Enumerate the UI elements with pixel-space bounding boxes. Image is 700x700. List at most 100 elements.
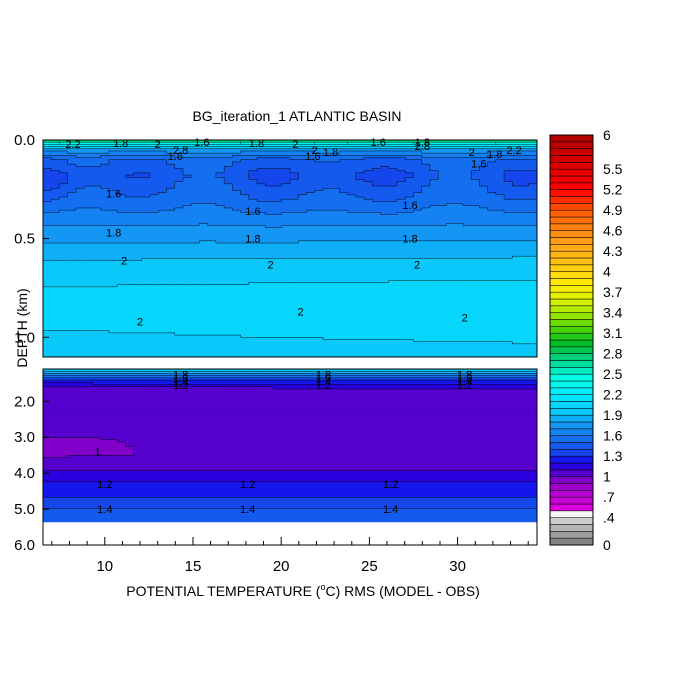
upper-y-axis: 0.0 0.5 1.0 (14, 132, 49, 346)
upper-fill-cell (174, 332, 537, 336)
upper-fill-cell (43, 337, 324, 341)
upper-contour-lines (43, 141, 537, 345)
upper-contour-label: 2 (121, 255, 127, 267)
upper-fill-cell (158, 192, 242, 196)
colorbar-box (549, 148, 594, 156)
upper-fill-cell (43, 199, 52, 202)
upper-fill-cell (43, 253, 537, 257)
upper-fill-cell (43, 306, 537, 310)
upper-fill-cell (43, 321, 537, 325)
upper-fill-cell (487, 188, 537, 192)
upper-fill-cell (397, 181, 431, 185)
colorbar-box (549, 312, 594, 320)
upper-contour-label: 2.8 (173, 145, 188, 157)
upper-fill-cell (43, 346, 537, 349)
upper-fill-cell (43, 315, 537, 319)
lower-fill-cell (43, 402, 537, 405)
upper-fill-cell (240, 210, 308, 213)
upper-fill-cell (43, 317, 537, 321)
lower-fill-cell (43, 371, 537, 375)
upper-fill-cell (355, 177, 406, 181)
upper-contour-label: 1.6 (402, 200, 417, 212)
upper-fill-cell (43, 300, 537, 303)
upper-fill-cell (462, 223, 537, 227)
upper-fill-cell (43, 146, 537, 150)
colorbar-box (549, 271, 594, 279)
upper-fill-cell (59, 210, 118, 213)
upper-fill-cell (108, 188, 168, 192)
colorbar-label: 1 (603, 469, 611, 485)
upper-fill-cell (182, 205, 225, 209)
upper-fill-cell (215, 175, 250, 178)
upper-fill-cell (429, 164, 489, 167)
upper-fill-cell (512, 181, 537, 185)
upper-contour-label: 1.6 (471, 159, 486, 171)
chart-title: BG_iteration_1 ATLANTIC BASIN (192, 108, 401, 124)
lower-contour-label: 1.8 (173, 369, 188, 381)
upper-fill-cell (43, 190, 77, 194)
colorbar-box (549, 141, 594, 149)
upper-fill-cell (224, 181, 258, 185)
upper-fill-cell (240, 335, 537, 338)
upper-fill-cell (59, 142, 118, 145)
upper-fill-cell (43, 324, 537, 327)
colorbar-box (549, 401, 594, 409)
upper-fill-cell (504, 175, 537, 178)
upper-fill-cell (43, 313, 537, 316)
upper-fill-cell (100, 155, 176, 159)
lower-fill-cell (43, 422, 537, 425)
upper-fill-cell (504, 210, 537, 213)
upper-fill-cell (471, 172, 505, 176)
upper-fill-cell (174, 166, 225, 170)
upper-fill-cell (504, 179, 537, 183)
upper-fill-cell (355, 172, 415, 176)
upper-fill-cell (43, 232, 537, 235)
upper-fill-cell (43, 175, 69, 178)
upper-fill-cell (240, 192, 308, 196)
upper-fill-cell (298, 175, 357, 178)
upper-fill-cell (429, 181, 480, 185)
upper-y-tick-label: 0.5 (14, 231, 35, 248)
upper-fill-cell (43, 326, 537, 330)
upper-fill-cell (322, 188, 340, 192)
upper-fill-cell (380, 166, 390, 170)
upper-fill-cell (43, 225, 266, 229)
upper-fill-cell (166, 159, 242, 163)
upper-fill-cell (174, 183, 233, 187)
upper-fill-cell (174, 164, 233, 167)
upper-fill-cell (43, 273, 537, 277)
lower-fill-cell (133, 448, 537, 452)
upper-fill-cell (67, 159, 110, 163)
upper-fill-cell (133, 172, 151, 176)
upper-fill-cell (43, 157, 52, 161)
upper-fill-cell (364, 170, 406, 174)
upper-fill-cell (43, 234, 537, 238)
lower-fill-cell (43, 492, 537, 496)
upper-fill-cell (43, 214, 537, 218)
lower-fill-cell (43, 481, 537, 485)
upper-fill-cell (75, 190, 118, 194)
lower-fill-cell (43, 397, 537, 401)
colorbar-box (549, 490, 594, 498)
upper-fill-cell (215, 203, 448, 207)
upper-fill-cell (364, 179, 406, 183)
upper-fill-cell (43, 293, 537, 297)
upper-fill-cell (438, 170, 472, 174)
colorbar-box (549, 285, 594, 293)
lower-fill-cell (43, 388, 537, 392)
upper-fill-cell (487, 150, 537, 154)
upper-fill-cell (257, 199, 283, 202)
upper-fill-cell (281, 225, 537, 229)
lower-fill-cell (43, 369, 537, 372)
lower-fill-cell (273, 386, 537, 390)
upper-fill-cell (504, 172, 537, 176)
lower-contour-line (43, 370, 537, 509)
upper-fill-cell (429, 168, 480, 172)
upper-fill-cell (487, 207, 537, 211)
lower-fill-cell (43, 495, 537, 498)
upper-contour-label: 1.6 (305, 151, 320, 163)
colorbar-label: 4.9 (603, 202, 623, 218)
upper-fill-cell (471, 175, 505, 178)
upper-fill-cell (224, 177, 250, 181)
upper-fill-cell (43, 155, 77, 159)
